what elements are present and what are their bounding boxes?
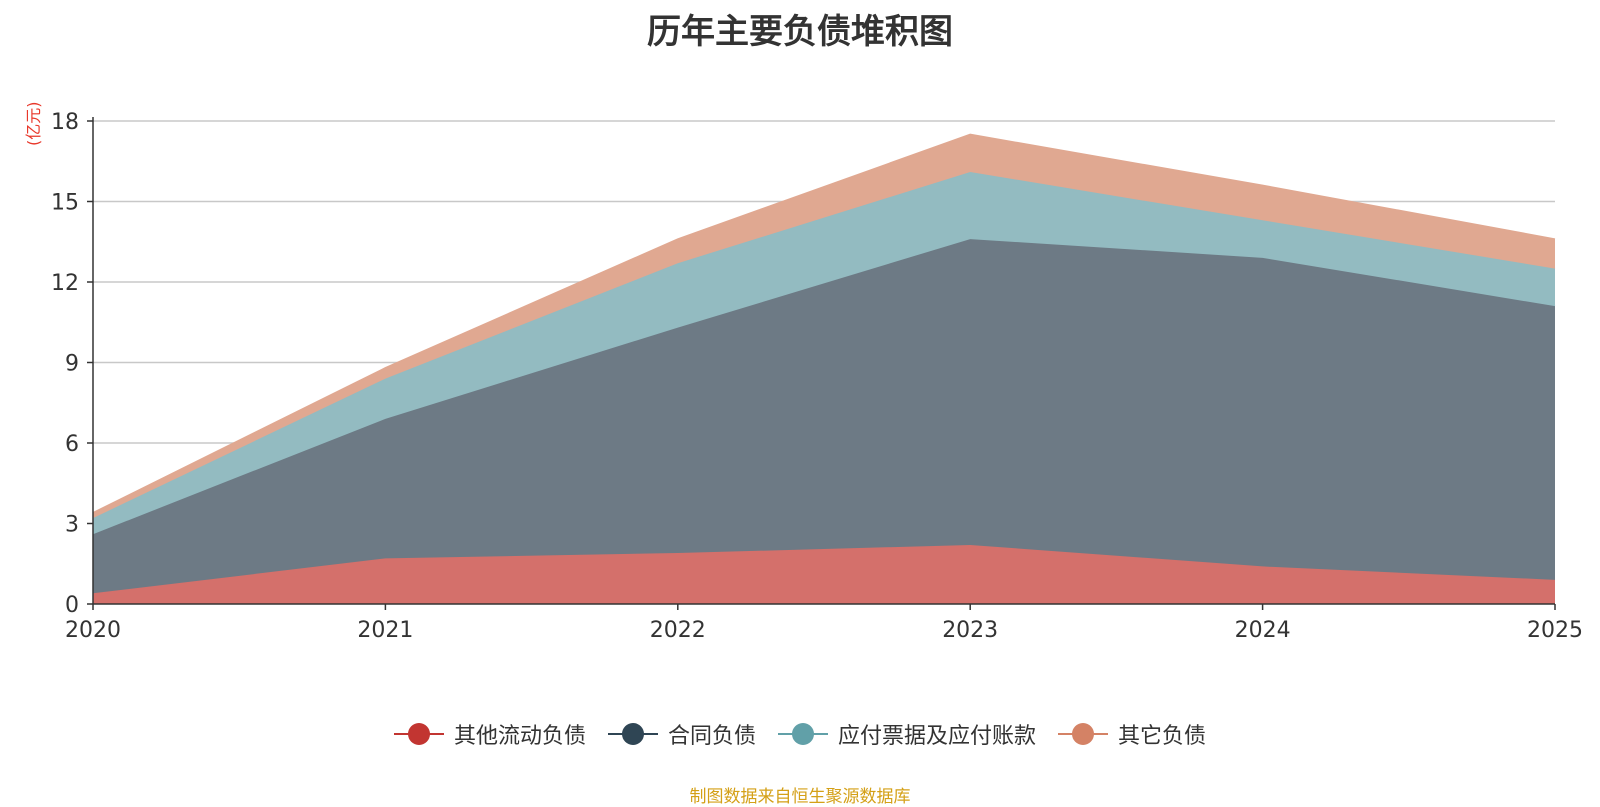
x-tick-label: 2022 [650, 618, 706, 643]
legend-marker-icon [393, 722, 444, 746]
y-tick-label: 12 [51, 271, 79, 296]
axes: 0 3 6 9 12 15 18 2020 2021 2022 2023 2024 2025 [51, 110, 1583, 643]
y-tick-label: 6 [65, 432, 79, 457]
legend-label: 其它负债 [1118, 724, 1207, 749]
y-tick-label: 18 [51, 110, 79, 135]
area-series-4[interactable] [93, 134, 1555, 519]
y-tick-label: 3 [65, 513, 79, 538]
x-tick-label: 2025 [1527, 618, 1583, 643]
legend: 其他流动负债 合同负债 应付票据及应付账款 其它负债 [0, 718, 1600, 750]
y-tick-label: 15 [51, 191, 79, 216]
area-series-1[interactable] [93, 544, 1555, 604]
legend-label: 应付票据及应付账款 [838, 724, 1037, 749]
x-tick-label: 2023 [942, 618, 998, 643]
series-line-4 [92, 133, 1556, 514]
legend-label: 合同负债 [667, 724, 756, 749]
legend-item-2[interactable]: 合同负债 [607, 718, 756, 750]
stacked-area-chart: 0 3 6 9 12 15 18 2020 2021 2022 2023 2024 2025 [51, 110, 1583, 643]
x-tick-label: 2021 [357, 618, 413, 643]
x-tick-label: 2020 [65, 618, 121, 643]
legend-item-4[interactable]: 其它负债 [1058, 718, 1206, 750]
legend-marker-icon [1058, 722, 1109, 746]
legend-label: 其他流动负债 [453, 724, 586, 749]
chart-title: 历年主要负债堆积图 [647, 12, 953, 52]
y-tick-label: 9 [65, 352, 79, 377]
legend-item-3[interactable]: 应付票据及应付账款 [778, 718, 1036, 750]
area-series-group [92, 133, 1556, 604]
legend-marker-icon [607, 722, 658, 746]
source-note: 制图数据来自恒生聚源数据库 [689, 787, 911, 807]
legend-item-1[interactable]: 其他流动负债 [393, 718, 586, 750]
legend-marker-icon [778, 722, 828, 746]
x-tick-label: 2024 [1235, 618, 1291, 643]
area-series-2[interactable] [93, 239, 1555, 594]
y-tick-label: 0 [65, 593, 79, 618]
area-series-3[interactable] [93, 171, 1555, 535]
